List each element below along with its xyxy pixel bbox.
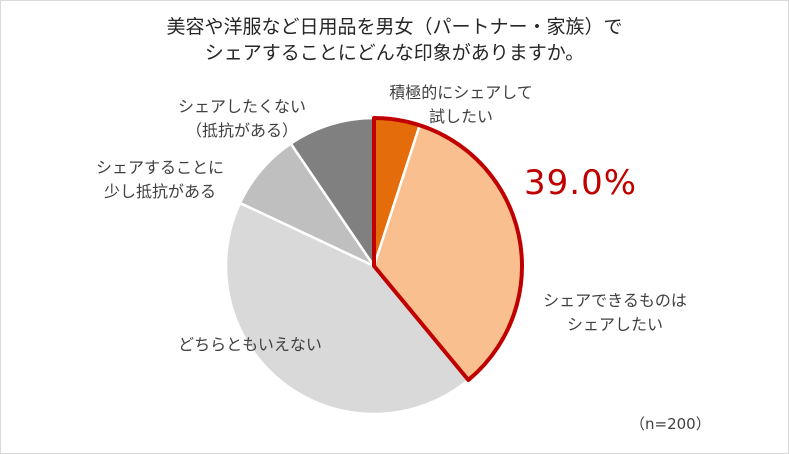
- slice-label-share-what-possible: シェアできるものは シェアしたい: [543, 291, 687, 334]
- slice-label-slight-resistance: シェアすることに 少し抵抗がある: [95, 158, 224, 201]
- highlight-percentage: 39.0%: [524, 163, 638, 203]
- slice-neutral: [224, 201, 471, 416]
- slice-label-no-share: シェアしたくない （抵抗がある）: [177, 97, 306, 140]
- slice-label-active-share: 積極的にシェアして 試したい: [389, 83, 533, 126]
- chart-title-line-2: シェアすることにどんな印象がありますか。: [204, 42, 585, 64]
- slice-label-neutral: どちらともいえない: [178, 335, 322, 354]
- sample-size-note: （n=200）: [630, 415, 711, 433]
- highlight-outline: [372, 116, 524, 383]
- chart-title-line-1: 美容や洋服など日用品を男女（パートナー・家族）で: [166, 16, 623, 38]
